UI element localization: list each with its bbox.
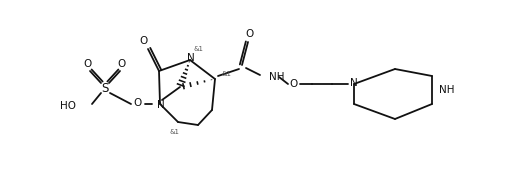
Text: O: O [245,29,253,39]
Text: NH: NH [269,72,285,82]
Text: S: S [101,82,109,94]
Text: N: N [350,78,358,88]
Text: &1: &1 [193,46,203,52]
Text: O: O [118,59,126,69]
Text: O: O [290,79,298,89]
Text: &1: &1 [221,71,231,77]
Text: N: N [187,53,195,63]
Text: O: O [84,59,92,69]
Text: HO: HO [60,101,76,111]
Text: O: O [134,98,142,108]
Text: NH: NH [439,85,455,95]
Text: O: O [139,36,147,46]
Text: &1: &1 [169,129,179,135]
Text: N: N [157,100,165,110]
